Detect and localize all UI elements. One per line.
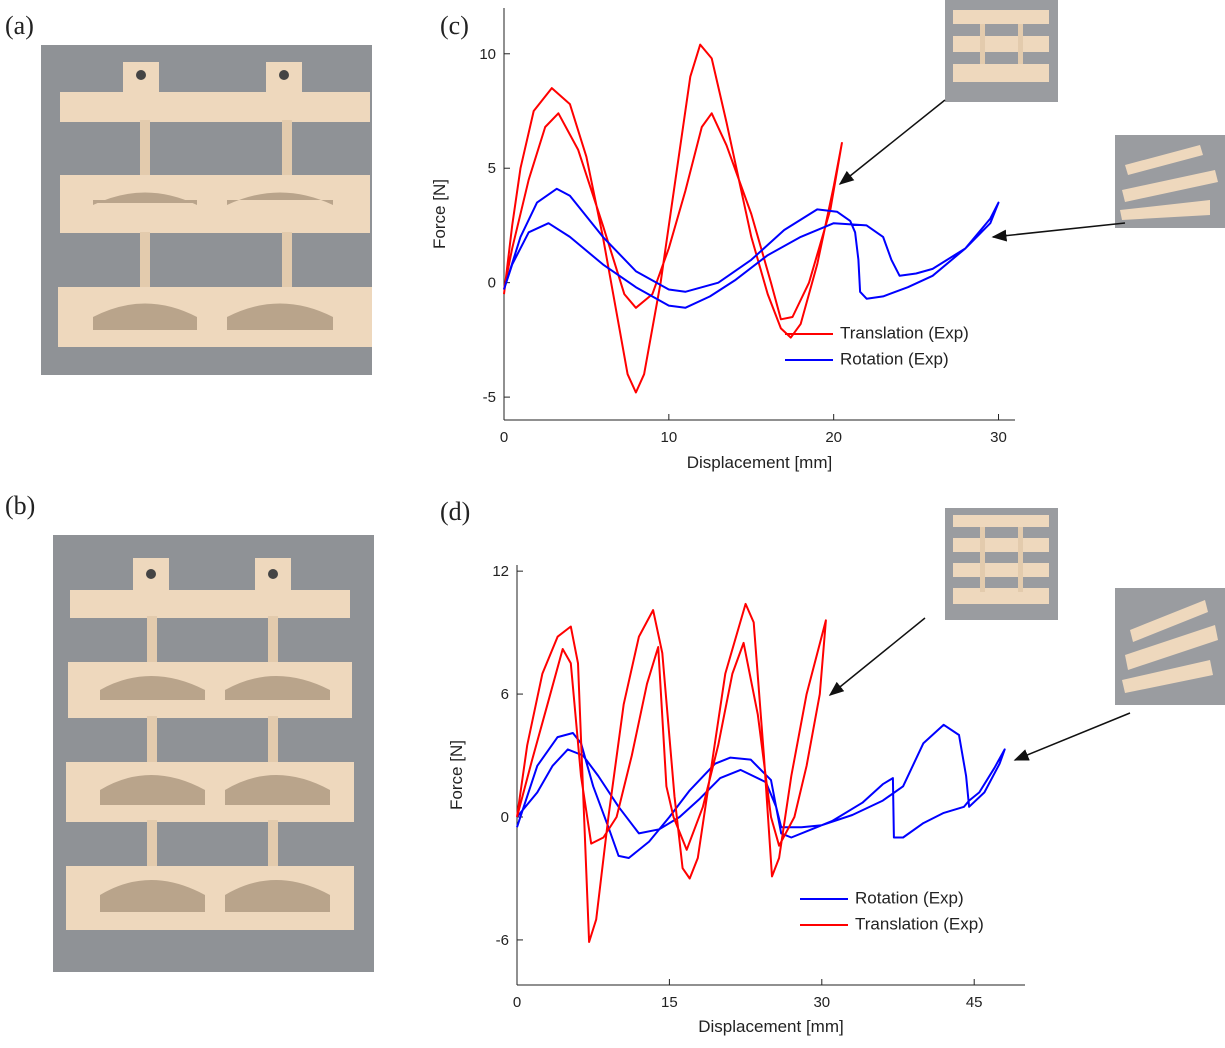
legend-label: Rotation (Exp) <box>840 349 949 368</box>
x-tick-label: 30 <box>990 429 1007 446</box>
y-tick-label: -6 <box>496 932 509 949</box>
x-axis-label: Displacement [mm] <box>698 1017 843 1036</box>
arrow <box>828 617 926 696</box>
inset-photo <box>945 508 1058 620</box>
panel-label: (d) <box>440 497 470 526</box>
y-tick-label: 0 <box>501 809 509 826</box>
panel-label: (c) <box>440 11 469 40</box>
x-tick-label: 10 <box>660 429 677 446</box>
inset-photo <box>1115 588 1225 705</box>
panel-label: (b) <box>5 491 35 520</box>
y-tick-label: 6 <box>501 686 509 703</box>
legend-label: Translation (Exp) <box>855 914 984 933</box>
x-tick-label: 20 <box>825 429 842 446</box>
legend-label: Rotation (Exp) <box>855 888 964 907</box>
series-line <box>503 187 1000 309</box>
y-tick-label: 12 <box>492 563 509 580</box>
x-tick-label: 0 <box>513 994 521 1011</box>
y-tick-label: 5 <box>488 160 496 177</box>
x-tick-label: 15 <box>661 994 678 1011</box>
charts: (c) -5 0 5 10 0 10 20 30 Displacement [mm] Force [… <box>430 8 1025 1036</box>
legend-label: Translation (Exp) <box>840 323 969 342</box>
x-tick-label: 0 <box>500 429 508 446</box>
y-axis-label: Force [N] <box>430 179 449 249</box>
arrow <box>991 222 1126 242</box>
y-tick-label: 0 <box>488 275 496 292</box>
photo <box>53 535 374 972</box>
y-tick-label: -5 <box>483 389 496 406</box>
y-tick-label: 10 <box>479 46 496 63</box>
series-line <box>516 602 827 943</box>
series-line <box>516 723 1006 859</box>
arrow <box>838 99 946 185</box>
y-axis-label: Force [N] <box>447 740 466 810</box>
photo <box>41 45 372 375</box>
x-tick-label: 45 <box>966 994 983 1011</box>
arrow <box>1013 712 1131 761</box>
panel-label: (a) <box>5 11 34 40</box>
x-tick-label: 30 <box>813 994 830 1011</box>
series-line <box>503 43 843 394</box>
x-axis-label: Displacement [mm] <box>687 453 832 472</box>
inset-photo <box>1115 135 1225 228</box>
inset-photo <box>945 0 1058 102</box>
